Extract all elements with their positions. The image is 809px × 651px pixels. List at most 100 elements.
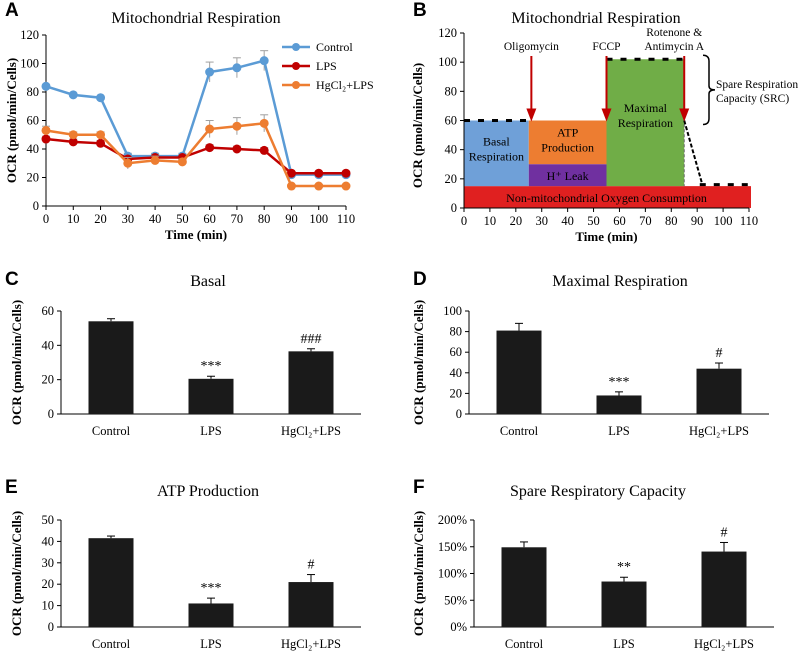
panel-b-x-tick-label: 40 [561, 214, 574, 228]
panel-a-data-point [205, 143, 215, 153]
panel-a-data-point [96, 130, 106, 140]
panel-b-leak-label: H⁺ Leak [547, 169, 589, 183]
panel-a-x-tick-label: 30 [122, 212, 135, 226]
panel-a-data-point [41, 134, 51, 144]
panel-d-y-tick-label: 100 [443, 304, 462, 318]
panel-b-fccp-label: FCCP [592, 41, 620, 53]
panel-c: C Basal 0 20 40 60 OCR (pmol/min/Cells) Control… [5, 269, 361, 438]
panel-f-y-tick-label: 100% [438, 567, 467, 581]
panel-a-legend-marker [292, 43, 300, 51]
panel-c-y-tick-label: 60 [42, 304, 55, 318]
panel-a-x-tick-label: 80 [258, 212, 271, 226]
panel-b-rotenone-label-2: Antimycin A [644, 41, 704, 53]
panel-a-data-point [286, 181, 296, 191]
panel-b-title: Mitochondrial Respiration [511, 10, 680, 27]
panel-b-x-tick-label: 0 [461, 214, 467, 228]
panel-a-data-point [177, 157, 187, 167]
panel-a-data-point [68, 130, 78, 140]
panel-d-bar-2 [696, 368, 742, 414]
panel-b-atp-label-1: ATP [557, 126, 579, 140]
panel-b-non-mito-label: Non-mitochondrial Oxygen Consumption [506, 191, 707, 205]
panel-f-category-label: Control [505, 637, 544, 651]
panel-a-x-tick-label: 40 [149, 212, 162, 226]
panel-a-x-axis-label: Time (min) [165, 227, 227, 242]
panel-e: E ATP Production 0 10 20 30 40 50 OCR (pmol/min/… [5, 477, 361, 651]
panel-a-x-tick-label: 20 [94, 212, 107, 226]
panel-a-data-point [341, 168, 351, 178]
panel-b-maximal-label-2: Respiration [618, 116, 673, 130]
panel-b: B Mitochondrial Respiration Non-mitochondr… [410, 0, 798, 244]
panel-b-maximal-label-1: Maximal [624, 101, 668, 115]
panel-a-data-point [41, 81, 51, 91]
panel-f-significance-label: ** [617, 560, 631, 575]
panel-f-y-tick-label: 150% [438, 540, 467, 554]
panel-a-y-tick-label: 120 [20, 28, 39, 42]
panel-a-x-tick-label: 90 [285, 212, 298, 226]
panel-b-basal-label-2: Respiration [469, 149, 524, 163]
panel-c-bar-0 [88, 321, 134, 414]
panel-b-letter: B [413, 0, 427, 21]
panel-d-y-tick-label: 0 [456, 407, 462, 421]
panel-c-letter: C [5, 269, 19, 290]
panel-b-injection-arrowhead [601, 108, 612, 122]
panel-b-injection-arrowhead [679, 108, 690, 122]
panel-b-rotenone-label-1: Rotenone & [646, 27, 702, 39]
panel-a-series-1 [41, 134, 351, 178]
panel-c-significance-label: ### [301, 332, 322, 347]
panel-e-y-tick-label: 50 [42, 513, 55, 527]
panel-b-y-axis-label: OCR (pmol/min/Cells) [410, 63, 425, 188]
panel-a-x-tick-label: 0 [43, 212, 49, 226]
panel-a-data-point [259, 118, 269, 128]
panel-b-x-tick-label: 90 [691, 214, 704, 228]
panel-d-significance-label: *** [609, 375, 630, 390]
panel-a-data-point [150, 155, 160, 165]
panel-c-bar-2 [288, 351, 334, 414]
panel-f-y-tick-label: 200% [438, 513, 467, 527]
panel-d-title: Maximal Respiration [552, 273, 688, 290]
panel-b-x-tick-label: 80 [665, 214, 678, 228]
panel-b-src-label-1: Spare Respiration [716, 79, 798, 91]
panel-c-category-label: LPS [200, 424, 222, 438]
panel-b-x-tick-label: 50 [587, 214, 600, 228]
panel-f: F Spare Respiratory Capacity 0% 50% 100% 150%… [411, 477, 774, 651]
panel-f-letter: F [413, 477, 425, 498]
panel-c-y-axis-label: OCR (pmol/min/Cells) [9, 300, 24, 425]
panel-b-x-tick-label: 100 [714, 214, 733, 228]
panel-a-x-tick-label: 110 [337, 212, 355, 226]
panel-c-y-tick-label: 0 [48, 407, 54, 421]
panel-a-data-point [314, 168, 324, 178]
panel-a-x-tick-label: 60 [203, 212, 216, 226]
panel-e-y-tick-label: 0 [48, 620, 54, 634]
panel-c-y-tick-label: 40 [42, 338, 55, 352]
panel-c-title: Basal [190, 273, 226, 290]
panel-c-category-label: Control [92, 424, 131, 438]
panel-b-y-tick-label: 40 [445, 143, 458, 157]
panel-a-data-point [205, 67, 215, 77]
panel-e-title: ATP Production [157, 483, 259, 500]
panel-b-decline-line [683, 120, 704, 185]
panel-b-injection-arrowhead [526, 108, 537, 122]
panel-a-data-point [259, 145, 269, 155]
panel-a-series-2 [41, 114, 351, 191]
panel-b-x-tick-label: 60 [613, 214, 626, 228]
panel-a-legend-marker [292, 62, 300, 70]
panel-b-y-tick-label: 100 [438, 55, 457, 69]
panel-f-category-label: LPS [613, 637, 635, 651]
panel-d-bar-1 [596, 395, 642, 414]
panel-e-category-label: LPS [200, 637, 222, 651]
panel-a-x-tick-label: 50 [176, 212, 189, 226]
panel-a-legend-label: LPS [316, 59, 337, 73]
panel-d: D Maximal Respiration 0 20 40 60 80 100 OCR (pmo… [411, 269, 769, 438]
panel-c-significance-label: *** [201, 359, 222, 374]
panel-a-series-line [45, 59, 346, 176]
panel-d-y-tick-label: 40 [450, 366, 463, 380]
panel-c-bar-1 [188, 378, 234, 414]
panel-b-y-tick-label: 60 [445, 114, 458, 128]
panel-a-data-point [232, 63, 242, 73]
panel-b-atp-region [528, 120, 607, 165]
panel-a-y-tick-label: 60 [27, 114, 40, 128]
panel-a-data-point [123, 158, 133, 168]
panel-a-legend-marker [292, 81, 300, 89]
panel-a-data-point [205, 124, 215, 134]
